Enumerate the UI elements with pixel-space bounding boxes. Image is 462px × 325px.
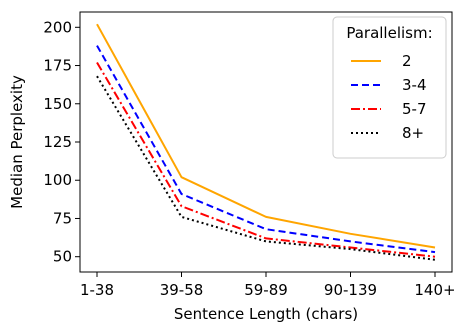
series-line-3 <box>96 61 436 258</box>
legend: Parallelism: 2 3-4 5-7 8+ <box>332 16 447 159</box>
y-tick-label: 175 <box>43 57 72 75</box>
series-line-1 <box>96 23 436 249</box>
legend-label-2: 3-4 <box>402 76 427 94</box>
y-tick-label: 125 <box>43 133 72 151</box>
legend-label-4: 8+ <box>402 124 424 142</box>
y-axis-label: Median Perplexity <box>8 75 26 209</box>
y-tick-label: 100 <box>43 171 72 189</box>
x-axis-ticks: 1-38 39-58 59-89 90-139 140+ <box>80 272 456 299</box>
y-tick-label: 75 <box>53 209 72 227</box>
legend-entries: 2 3-4 5-7 8+ <box>351 52 427 142</box>
series-layer <box>96 23 436 261</box>
x-tick-label: 39-58 <box>160 281 204 299</box>
x-tick-label: 59-89 <box>244 281 288 299</box>
y-tick-label: 50 <box>53 248 72 266</box>
x-tick-label: 90-139 <box>324 281 377 299</box>
legend-title: Parallelism: <box>346 24 432 42</box>
x-tick-label: 1-38 <box>80 281 114 299</box>
y-tick-label: 200 <box>43 18 72 36</box>
series-line-2 <box>96 45 436 254</box>
x-axis-label: Sentence Length (chars) <box>174 305 358 323</box>
legend-label-3: 5-7 <box>402 100 427 118</box>
y-tick-label: 150 <box>43 95 72 113</box>
legend-label-1: 2 <box>402 52 412 70</box>
y-axis-ticks: 50 75 100 125 150 175 200 <box>43 18 80 266</box>
series-line-4 <box>96 75 436 261</box>
legend-box <box>332 16 447 159</box>
x-tick-label: 140+ <box>414 281 455 299</box>
